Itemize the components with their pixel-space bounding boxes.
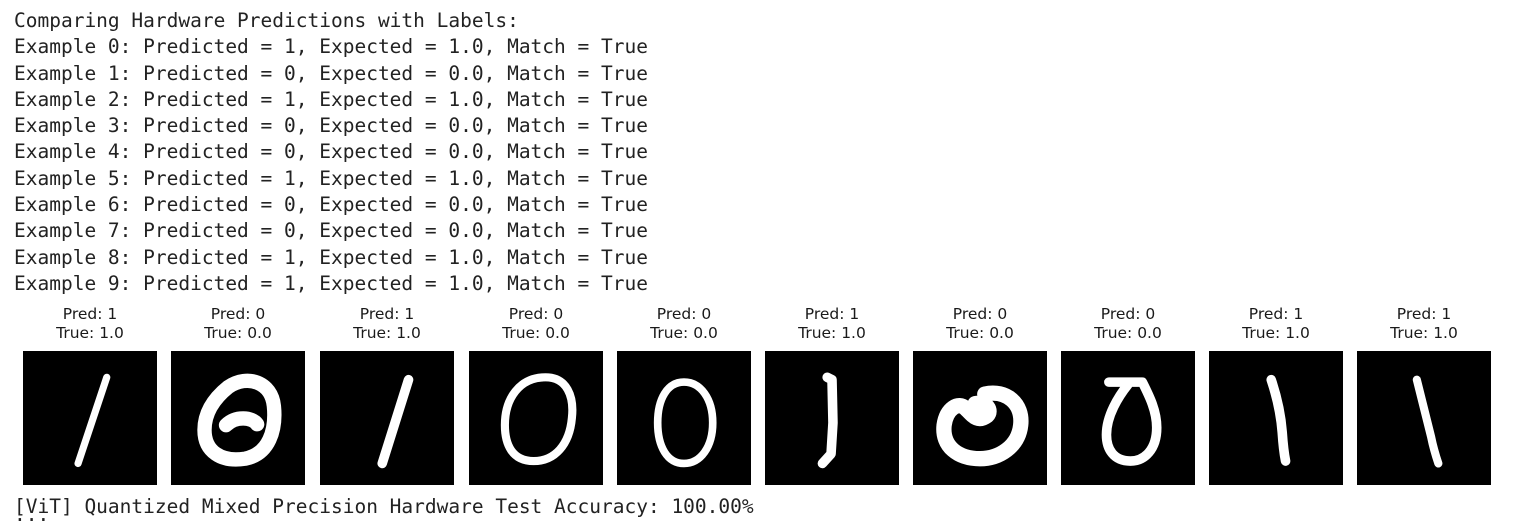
panel-title: Pred: 0 True: 0.0 xyxy=(913,305,1047,347)
digit-panel: Pred: 1 True: 1.0 xyxy=(23,305,157,485)
output-line: Example 5: Predicted = 1, Expected = 1.0… xyxy=(14,166,648,190)
output-line: Example 0: Predicted = 1, Expected = 1.0… xyxy=(14,35,648,59)
true-label: True: 1.0 xyxy=(798,324,866,342)
pred-label: Pred: 0 xyxy=(508,305,564,323)
output-line: Example 1: Predicted = 0, Expected = 0.0… xyxy=(14,61,648,85)
true-label: True: 1.0 xyxy=(353,324,421,342)
pred-label: Pred: 1 xyxy=(359,305,415,323)
truncated-output-text: ... xyxy=(14,518,244,525)
pred-label: Pred: 1 xyxy=(62,305,118,323)
panel-title: Pred: 0 True: 0.0 xyxy=(469,305,603,347)
digit-zero-image xyxy=(617,351,751,485)
prediction-figure: Pred: 1 True: 1.0 Pred: 0 True: 0.0 Pred… xyxy=(0,305,1513,487)
digit-panel: Pred: 0 True: 0.0 xyxy=(913,305,1047,485)
output-line: Example 8: Predicted = 1, Expected = 1.0… xyxy=(14,245,648,269)
truncated-output-line: ... xyxy=(14,518,244,525)
panel-title: Pred: 1 True: 1.0 xyxy=(320,305,454,347)
output-line: Example 7: Predicted = 0, Expected = 0.0… xyxy=(14,219,648,243)
true-label: True: 1.0 xyxy=(1390,324,1458,342)
digit-one-image xyxy=(320,351,454,485)
digit-zero-image xyxy=(171,351,305,485)
digit-one-image xyxy=(1357,351,1491,485)
digit-panel: Pred: 1 True: 1.0 xyxy=(1209,305,1343,485)
pred-label: Pred: 0 xyxy=(1100,305,1156,323)
true-label: True: 0.0 xyxy=(204,324,272,342)
output-header: Comparing Hardware Predictions with Labe… xyxy=(14,9,519,32)
panel-title: Pred: 0 True: 0.0 xyxy=(1061,305,1195,347)
digit-panel: Pred: 1 True: 1.0 xyxy=(320,305,454,485)
digit-panel: Pred: 0 True: 0.0 xyxy=(1061,305,1195,485)
digit-one-image xyxy=(23,351,157,485)
true-label: True: 0.0 xyxy=(502,324,570,342)
pred-label: Pred: 0 xyxy=(952,305,1008,323)
output-line: Example 6: Predicted = 0, Expected = 0.0… xyxy=(14,193,648,217)
output-line: Example 9: Predicted = 1, Expected = 1.0… xyxy=(14,271,648,295)
digit-one-image xyxy=(765,351,899,485)
pred-label: Pred: 1 xyxy=(804,305,860,323)
panel-title: Pred: 0 True: 0.0 xyxy=(171,305,305,347)
true-label: True: 0.0 xyxy=(1094,324,1162,342)
pred-label: Pred: 0 xyxy=(656,305,712,323)
pred-label: Pred: 1 xyxy=(1248,305,1304,323)
digit-panel: Pred: 0 True: 0.0 xyxy=(469,305,603,485)
true-label: True: 1.0 xyxy=(56,324,124,342)
accuracy-line: [ViT] Quantized Mixed Precision Hardware… xyxy=(14,495,754,518)
digit-panel: Pred: 0 True: 0.0 xyxy=(171,305,305,485)
panel-title: Pred: 1 True: 1.0 xyxy=(23,305,157,347)
panel-title: Pred: 1 True: 1.0 xyxy=(765,305,899,347)
digit-zero-image xyxy=(1061,351,1195,485)
digit-zero-image xyxy=(469,351,603,485)
output-line: Example 4: Predicted = 0, Expected = 0.0… xyxy=(14,140,648,164)
true-label: True: 1.0 xyxy=(1242,324,1310,342)
output-log: Comparing Hardware Predictions with Labe… xyxy=(14,8,648,297)
output-line: Example 3: Predicted = 0, Expected = 0.0… xyxy=(14,114,648,138)
true-label: True: 0.0 xyxy=(946,324,1014,342)
digit-one-image xyxy=(1209,351,1343,485)
panel-title: Pred: 1 True: 1.0 xyxy=(1357,305,1491,347)
panel-title: Pred: 0 True: 0.0 xyxy=(617,305,751,347)
digit-zero-image xyxy=(913,351,1047,485)
pred-label: Pred: 0 xyxy=(210,305,266,323)
digit-panel: Pred: 1 True: 1.0 xyxy=(765,305,899,485)
digit-panel: Pred: 0 True: 0.0 xyxy=(617,305,751,485)
panel-title: Pred: 1 True: 1.0 xyxy=(1209,305,1343,347)
pred-label: Pred: 1 xyxy=(1396,305,1452,323)
output-line: Example 2: Predicted = 1, Expected = 1.0… xyxy=(14,87,648,111)
true-label: True: 0.0 xyxy=(650,324,718,342)
digit-panel: Pred: 1 True: 1.0 xyxy=(1357,305,1491,485)
